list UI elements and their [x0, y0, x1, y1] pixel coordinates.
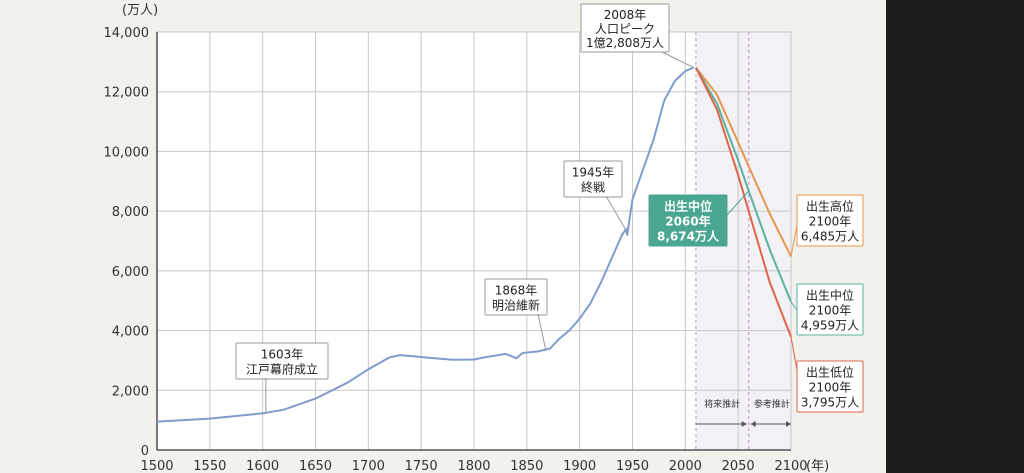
x-tick-label: 1700 — [352, 459, 385, 473]
annotation-label: 出生中位 — [806, 288, 854, 303]
x-tick-label: 1600 — [246, 459, 279, 473]
series-line-2 — [695, 67, 792, 303]
annotation-pointer — [790, 224, 798, 257]
annotation-box — [484, 278, 548, 316]
x-tick-label: 1500 — [140, 459, 173, 473]
annotation-label: 2008年 — [604, 8, 647, 22]
annotation-label: 2100年 — [809, 215, 852, 229]
arrowhead — [741, 421, 747, 427]
series-line-0 — [156, 66, 695, 423]
x-tick-label: 1650 — [299, 459, 332, 473]
y-tick-label: 6,000 — [112, 265, 149, 280]
annotation-pointer — [605, 195, 627, 231]
annotation-label: 4,959万人 — [801, 319, 859, 333]
annotation-pointer — [661, 51, 695, 69]
annotation-label: 人口ピーク — [595, 22, 655, 36]
annotation-box — [580, 3, 670, 53]
annotation-label: 1億2,808万人 — [586, 36, 664, 50]
period-label-future: 将来推計 — [704, 398, 740, 410]
annotation-label: 終戦 — [581, 180, 605, 195]
annotation-box — [563, 160, 623, 198]
x-tick-label: 2100 — [774, 459, 807, 473]
annotation-label: 1945年 — [572, 166, 615, 180]
annotation-label: 出生低位 — [806, 365, 854, 380]
annotation-label: 江戸幕府成立 — [246, 362, 318, 377]
y-tick-label: 2,000 — [112, 384, 149, 399]
arrowhead — [786, 421, 791, 427]
annotation-box — [648, 194, 728, 247]
x-axis-unit: (年) — [806, 459, 829, 473]
y-tick-label: 14,000 — [104, 26, 150, 41]
annotation-pointer — [790, 301, 798, 311]
x-tick-label: 2050 — [722, 459, 755, 473]
x-tick-label: 1850 — [510, 459, 543, 473]
annotation-label: 明治維新 — [492, 298, 540, 313]
y-tick-label: 8,000 — [112, 205, 149, 220]
annotation-box — [796, 360, 864, 413]
annotation-label: 3,795万人 — [801, 396, 859, 410]
y-tick-label: 4,000 — [112, 325, 149, 340]
annotation-pointer — [537, 313, 547, 351]
x-tick-label: 1750 — [405, 459, 438, 473]
y-axis-unit: (万人) — [122, 3, 158, 18]
annotation-label: 2060年 — [665, 214, 710, 229]
annotation-label: 8,674万人 — [657, 229, 720, 244]
annotation-pointer — [790, 336, 798, 371]
annotation-box — [235, 342, 329, 380]
x-tick-label: 2000 — [669, 459, 702, 473]
period-label-reference: 参考推計 — [754, 398, 790, 410]
annotation-label: 出生高位 — [806, 199, 854, 214]
annotation-label: 1603年 — [261, 348, 304, 362]
y-tick-label: 12,000 — [104, 86, 150, 101]
annotation-label: 2100年 — [809, 304, 852, 318]
annotation-box — [796, 194, 864, 247]
annotation-label: 出生中位 — [664, 199, 712, 214]
arrowhead — [750, 421, 756, 427]
y-tick-label: 10,000 — [104, 145, 150, 160]
series-line-1 — [695, 66, 792, 257]
x-tick-label: 1800 — [457, 459, 490, 473]
annotation-label: 6,485万人 — [801, 230, 859, 244]
annotation-label: 2100年 — [809, 381, 852, 395]
x-tick-label: 1950 — [616, 459, 649, 473]
y-tick-label: 0 — [141, 444, 149, 459]
series-line-3 — [695, 67, 792, 338]
x-tick-label: 1900 — [563, 459, 596, 473]
annotation-pointer — [726, 190, 750, 216]
x-tick-label: 1550 — [193, 459, 226, 473]
annotation-label: 1868年 — [495, 284, 538, 298]
